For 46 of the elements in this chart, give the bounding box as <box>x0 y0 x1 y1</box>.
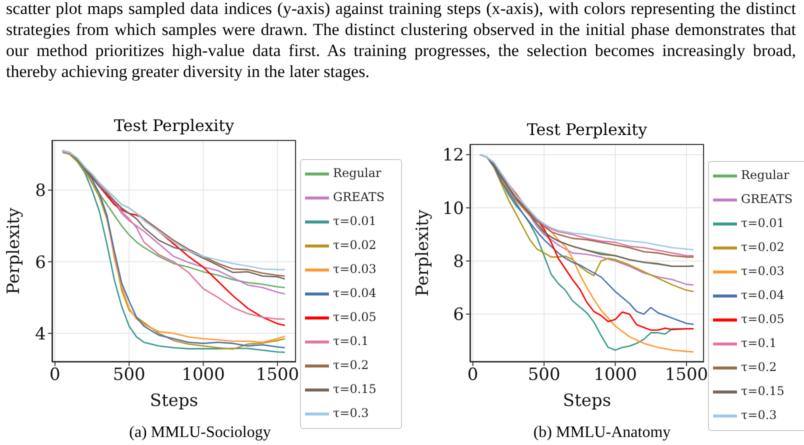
text: (b) MMLU-Anatomy <box>532 424 672 442</box>
legend-label: τ=0.03 <box>333 262 376 276</box>
y-axis-title: Perplexity <box>4 207 24 294</box>
y-tick-label: 8 <box>35 181 46 202</box>
y-axis-title: Perplexity <box>413 209 433 296</box>
chart-title: Test Perplexity <box>112 116 236 135</box>
legend-label: τ=0.03 <box>741 264 784 278</box>
legend-label: τ=0.05 <box>333 310 376 324</box>
legend-label: Regular <box>333 166 382 180</box>
chart-title: Test Perplexity <box>526 120 648 139</box>
y-tick-label: 8 <box>453 252 464 272</box>
legend-label: τ=0.04 <box>741 288 784 302</box>
x-tick-label: 1000 <box>594 365 637 386</box>
legend-label: τ=0.02 <box>333 238 376 252</box>
x-tick-label: 500 <box>112 365 146 386</box>
x-tick-label: 1500 <box>256 365 300 386</box>
legend-label: τ=0.1 <box>333 334 369 348</box>
legend-label: τ=0.01 <box>333 214 376 228</box>
x-tick-label: 1500 <box>664 365 708 386</box>
legend-label: τ=0.04 <box>333 286 376 300</box>
legend-label: τ=0.2 <box>741 360 777 374</box>
text: scatter plot maps sampled data indices (y-axis) against training steps (x-axis), with colors representing the distinct strategies from which samples were drawn. The distinct clustering observed in the initial phase demonstrates that our method prioritizes high-value data first. As training progresses, the selection becomes increasingly broad, thereby achieving greater diversity in the later stages. <box>6 0 796 82</box>
x-axis-title: Steps <box>562 391 612 411</box>
legend-label: τ=0.2 <box>333 358 369 372</box>
legend-label: τ=0.02 <box>741 240 784 254</box>
y-tick-label: 4 <box>35 324 46 344</box>
x-tick-label: 0 <box>50 365 60 386</box>
legend-label: τ=0.3 <box>333 406 369 420</box>
legend-label: GREATS <box>741 192 793 206</box>
legend-label: τ=0.05 <box>741 312 784 326</box>
y-tick-label: 6 <box>35 252 46 273</box>
legend-label: GREATS <box>333 190 385 204</box>
x-axis-title: Steps <box>150 391 198 411</box>
x-tick-label: 0 <box>467 365 478 386</box>
legend-label: τ=0.15 <box>741 384 784 398</box>
x-tick-label: 500 <box>528 365 560 386</box>
y-tick-label: 10 <box>442 198 464 219</box>
text: (a) MMLU-Sociology <box>128 424 272 442</box>
y-tick-label: 12 <box>442 146 464 166</box>
legend-label: Regular <box>741 168 790 182</box>
y-tick-label: 6 <box>453 305 464 326</box>
legend-label: τ=0.3 <box>741 408 777 422</box>
legend-label: τ=0.15 <box>333 382 376 396</box>
legend-label: τ=0.1 <box>741 336 777 350</box>
legend-label: τ=0.01 <box>741 216 784 230</box>
x-tick-label: 1000 <box>182 365 225 386</box>
